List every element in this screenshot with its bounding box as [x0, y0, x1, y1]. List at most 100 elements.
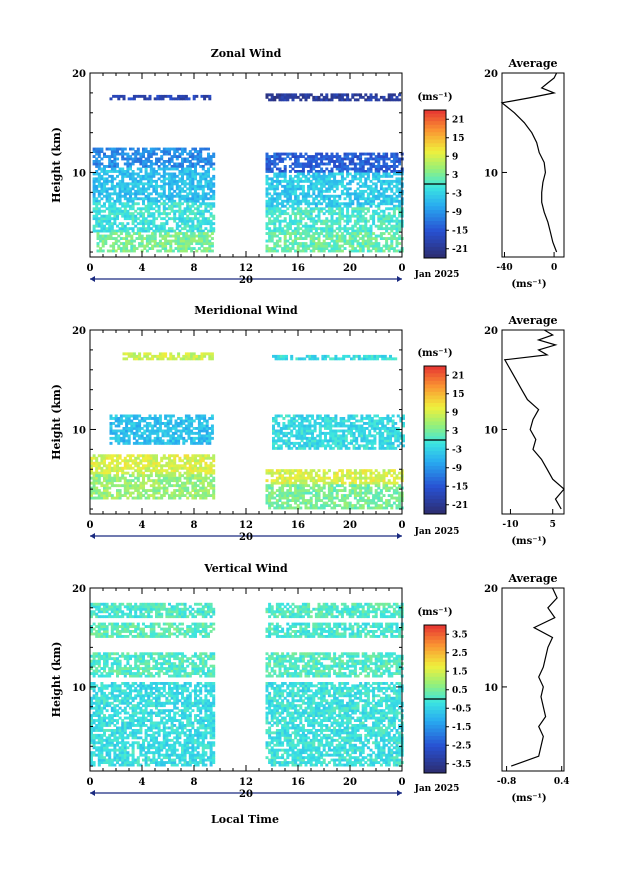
heatmap-cell — [320, 187, 324, 191]
heatmap-cell — [286, 189, 290, 193]
heatmap-cell — [208, 439, 212, 443]
heatmap-cell — [177, 237, 181, 240]
heatmap-cell — [149, 167, 153, 171]
heatmap-cell — [398, 227, 402, 231]
heatmap-cell — [399, 436, 403, 440]
heatmap-cell — [333, 222, 337, 226]
heatmap-cell — [194, 155, 197, 158]
heatmap-cell — [369, 469, 373, 473]
heatmap-cell — [118, 469, 122, 473]
heatmap-cell — [317, 239, 321, 243]
heatmap-cell — [294, 219, 298, 223]
heatmap-cell — [204, 184, 208, 188]
heatmap-cell — [382, 157, 386, 161]
heatmap-cell — [398, 209, 402, 213]
heatmap-cell — [295, 431, 299, 435]
heatmap-cell — [351, 177, 355, 181]
heatmap-cell — [104, 237, 108, 240]
heatmap-cell — [168, 177, 171, 181]
heatmap-cell — [339, 434, 343, 438]
heatmap-cell — [374, 474, 378, 478]
heatmap-cell — [170, 174, 174, 178]
heatmap-cell — [170, 179, 174, 183]
heatmap-cell — [131, 147, 135, 151]
heatmap-cell — [326, 419, 330, 423]
heatmap-cell — [347, 446, 351, 450]
heatmap-cell — [187, 354, 191, 358]
heatmap-cell — [182, 419, 186, 423]
heatmap-cell — [292, 441, 296, 445]
heatmap-cell — [121, 222, 125, 226]
heatmap-cell — [160, 155, 164, 158]
heatmap-cell — [369, 165, 373, 168]
heatmap-cell — [165, 486, 169, 490]
heatmap-cell — [119, 419, 123, 423]
heatmap-cell — [322, 189, 326, 193]
heatmap-cell — [145, 439, 149, 443]
heatmap-cell — [92, 471, 96, 475]
heatmap-cell — [296, 237, 300, 240]
heatmap-cell — [184, 439, 188, 443]
heatmap-cell — [136, 454, 140, 458]
heatmap-cell — [105, 222, 109, 226]
heatmap-cell — [303, 441, 307, 445]
heatmap-cell — [201, 466, 205, 470]
heatmap-cell — [123, 491, 127, 495]
heatmap-cell — [162, 182, 166, 186]
heatmap-cell — [165, 491, 169, 495]
heatmap-cell — [121, 174, 125, 178]
heatmap-cell — [113, 204, 117, 208]
heatmap-cell — [191, 489, 195, 492]
heatmap-cell — [191, 464, 195, 468]
heatmap-cell — [155, 456, 158, 460]
heatmap-cell — [125, 232, 129, 235]
heatmap-cell — [114, 439, 118, 443]
heatmap-cell — [288, 249, 292, 253]
heatmap-cell — [299, 192, 303, 196]
heatmap-cell — [372, 157, 376, 161]
heatmap-cell — [162, 474, 166, 478]
heatmap-cell — [291, 202, 295, 206]
heatmap-cell — [316, 446, 320, 450]
heatmap-cell — [164, 352, 168, 356]
heatmap-cell — [333, 155, 337, 158]
heatmap-cell — [278, 170, 282, 173]
heatmap-cell — [366, 234, 370, 238]
heatmap-cell — [191, 466, 195, 470]
heatmap-cell — [311, 444, 314, 448]
heatmap-cell — [183, 476, 187, 480]
heatmap-cell — [105, 466, 109, 470]
heatmap-cell — [351, 481, 355, 485]
heatmap-cell — [314, 162, 318, 166]
heatmap-cell — [291, 212, 295, 216]
heatmap-cell — [179, 431, 183, 435]
heatmap-cell — [136, 469, 140, 473]
heatmap-cell — [129, 157, 132, 161]
heatmap-cell — [366, 199, 370, 203]
heatmap-cell — [395, 184, 399, 188]
heatmap-cell — [361, 214, 365, 218]
heatmap-cell — [195, 441, 199, 445]
heatmap-cell — [147, 469, 151, 473]
heatmap-cell — [364, 219, 368, 223]
heatmap-cell — [389, 417, 392, 420]
heatmap-cell — [96, 249, 100, 253]
heatmap-cell — [317, 479, 321, 483]
heatmap-cell — [161, 422, 165, 425]
heatmap-cell — [305, 424, 309, 428]
heatmap-cell — [379, 479, 383, 483]
heatmap-cell — [283, 184, 287, 188]
heatmap-cell — [385, 247, 389, 250]
heatmap-cell — [136, 212, 140, 216]
heatmap-cell — [386, 357, 390, 361]
heatmap-cell — [296, 194, 300, 198]
heatmap-cell — [194, 217, 197, 221]
heatmap-cell — [181, 217, 184, 221]
heatmap-cell — [152, 174, 156, 178]
heatmap-cell — [97, 167, 101, 171]
heatmap-cell — [278, 98, 282, 102]
heatmap-cell — [304, 209, 308, 213]
heatmap-cell — [377, 157, 381, 161]
heatmap-cell — [116, 479, 119, 483]
y-axis-label: Height (km) — [50, 127, 63, 203]
